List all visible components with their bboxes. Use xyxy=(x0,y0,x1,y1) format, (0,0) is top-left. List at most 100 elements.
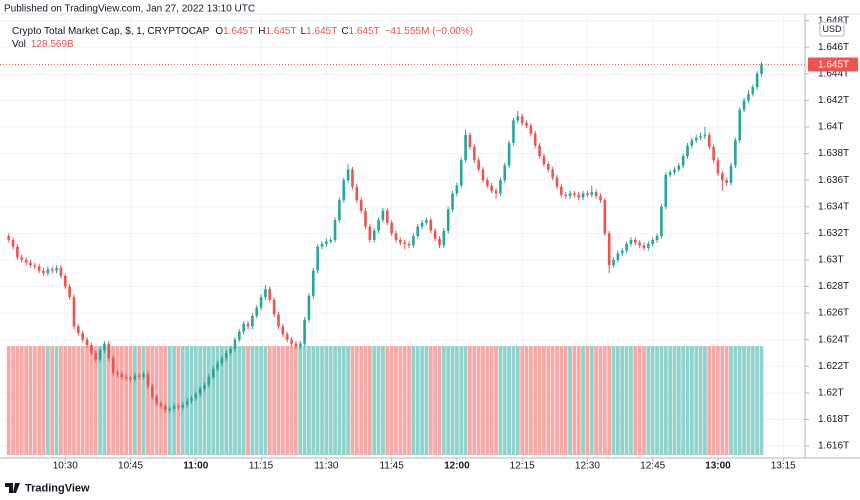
candle-body xyxy=(50,269,54,271)
volume-bar xyxy=(333,346,337,455)
candle-body xyxy=(181,404,185,408)
candle-body xyxy=(433,230,437,239)
volume-bar xyxy=(420,346,424,455)
volume-bar xyxy=(176,346,181,455)
candle-body xyxy=(259,297,263,308)
volume-bar xyxy=(681,346,686,455)
candle-body xyxy=(137,375,141,377)
volume-bar xyxy=(589,346,594,455)
candle-body xyxy=(24,259,28,263)
candle-body xyxy=(564,194,567,197)
volume-bar xyxy=(476,346,481,455)
logo xyxy=(5,483,20,493)
volume-bar xyxy=(729,346,733,455)
volume-bar xyxy=(211,346,216,455)
volume-bar xyxy=(633,346,638,455)
candle-body xyxy=(607,233,611,266)
candle-body xyxy=(255,307,259,316)
candle-body xyxy=(381,210,385,221)
candle-body xyxy=(642,245,646,248)
last-price-label: 1.645T xyxy=(818,60,849,71)
ohlc-value: 1.645T xyxy=(306,26,337,37)
candle-body xyxy=(481,169,485,181)
volume-bar xyxy=(346,346,350,455)
candle-body xyxy=(238,331,241,340)
candle-body xyxy=(712,146,715,161)
y-tick-label: 1.632T xyxy=(818,228,849,239)
candle-body xyxy=(660,206,663,236)
candle-body xyxy=(499,180,502,194)
volume-bar xyxy=(611,346,616,455)
volume-bar xyxy=(19,346,24,455)
volume-bar xyxy=(672,346,677,455)
candle-body xyxy=(725,180,728,183)
volume-bar xyxy=(594,346,599,455)
candle-body xyxy=(320,243,324,247)
candle-body xyxy=(16,246,19,258)
candle-body xyxy=(625,243,628,251)
candle-body xyxy=(150,386,154,397)
volume-bar xyxy=(72,346,76,455)
candle-body xyxy=(307,295,311,320)
volume-bar xyxy=(15,346,20,455)
volume-bar xyxy=(394,346,398,455)
candle-body xyxy=(42,270,45,274)
volume-bar xyxy=(59,346,63,455)
volume-bar xyxy=(63,346,68,455)
volume-bar xyxy=(206,346,211,455)
candle-body xyxy=(33,265,37,267)
candle-body xyxy=(707,134,711,147)
volume-bar xyxy=(411,346,416,455)
candle-body xyxy=(333,220,337,240)
candle-body xyxy=(616,253,620,260)
candle-body xyxy=(72,297,76,327)
volume-bar xyxy=(668,346,672,455)
volume-bar xyxy=(289,346,294,455)
x-tick-label: 12:45 xyxy=(640,461,665,472)
candle-body xyxy=(264,289,267,298)
volume-bar xyxy=(598,346,603,455)
candle-body xyxy=(124,376,128,379)
volume-bar xyxy=(515,346,520,455)
candle-body xyxy=(338,200,341,221)
candle-body xyxy=(77,326,80,334)
candle-body xyxy=(568,193,572,197)
volume-layer xyxy=(6,346,764,455)
volume-bar xyxy=(359,346,364,455)
volume-bar xyxy=(703,346,707,455)
volume-bar xyxy=(407,346,411,455)
volume-bar xyxy=(324,346,329,455)
candle-body xyxy=(107,343,111,359)
volume-bar xyxy=(163,346,168,455)
candle-body xyxy=(98,350,102,360)
volume-bar xyxy=(320,346,324,455)
candle-body xyxy=(429,220,433,231)
volume-bar xyxy=(568,346,572,455)
candle-body xyxy=(359,200,363,211)
candle-body xyxy=(355,186,359,201)
volume-bar xyxy=(537,346,542,455)
volume-bar xyxy=(267,346,272,455)
candle-body xyxy=(120,374,124,377)
volume-bar xyxy=(663,346,668,455)
candle-body xyxy=(760,64,763,74)
candle-body xyxy=(542,156,546,165)
volume-bar xyxy=(459,346,464,455)
candle-body xyxy=(177,406,180,408)
candle-body xyxy=(272,299,276,315)
candle-body xyxy=(603,200,607,234)
candle-body xyxy=(664,174,668,207)
volume-bar xyxy=(755,346,760,455)
ohlc-label: L xyxy=(301,26,307,37)
candle-body xyxy=(520,116,524,124)
candle-body xyxy=(198,388,202,395)
y-tick-label: 1.63T xyxy=(818,255,844,266)
volume-bar xyxy=(624,346,629,455)
candle-body xyxy=(686,145,689,157)
volume-bar xyxy=(676,346,681,455)
candle-body xyxy=(81,333,84,340)
candle-body xyxy=(425,220,428,223)
candle-body xyxy=(668,172,672,175)
candle-body xyxy=(7,236,11,240)
volume-bar xyxy=(250,346,255,455)
